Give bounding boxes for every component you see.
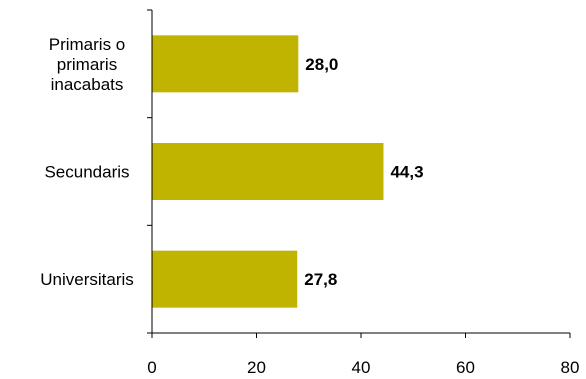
bar [152, 143, 384, 200]
category-label-line: inacabats [51, 75, 124, 94]
x-tick-label: 20 [247, 358, 266, 377]
category-label-line: primaris [57, 55, 117, 74]
category-label: Primaris o primaris inacabats [49, 35, 126, 94]
category-label-line: Secundaris [44, 163, 129, 182]
value-label: 27,8 [304, 270, 337, 289]
x-tick-label: 0 [147, 358, 156, 377]
x-tick-label: 60 [456, 358, 475, 377]
category-label: Secundaris [44, 163, 129, 182]
axes-layer [147, 9, 571, 338]
category-label-line: Universitaris [40, 270, 134, 289]
category-label: Universitaris [40, 270, 134, 289]
bars-layer [152, 35, 384, 308]
labels-layer: 28,0 Primaris o primaris inacabats 44,3 Secun… [40, 35, 579, 377]
category-label-line: Primaris o [49, 35, 126, 54]
value-label: 44,3 [390, 163, 423, 182]
x-tick-label: 80 [561, 358, 580, 377]
x-tick-label: 40 [352, 358, 371, 377]
bar [152, 35, 299, 93]
bar [152, 250, 298, 308]
value-label: 28,0 [305, 55, 338, 74]
